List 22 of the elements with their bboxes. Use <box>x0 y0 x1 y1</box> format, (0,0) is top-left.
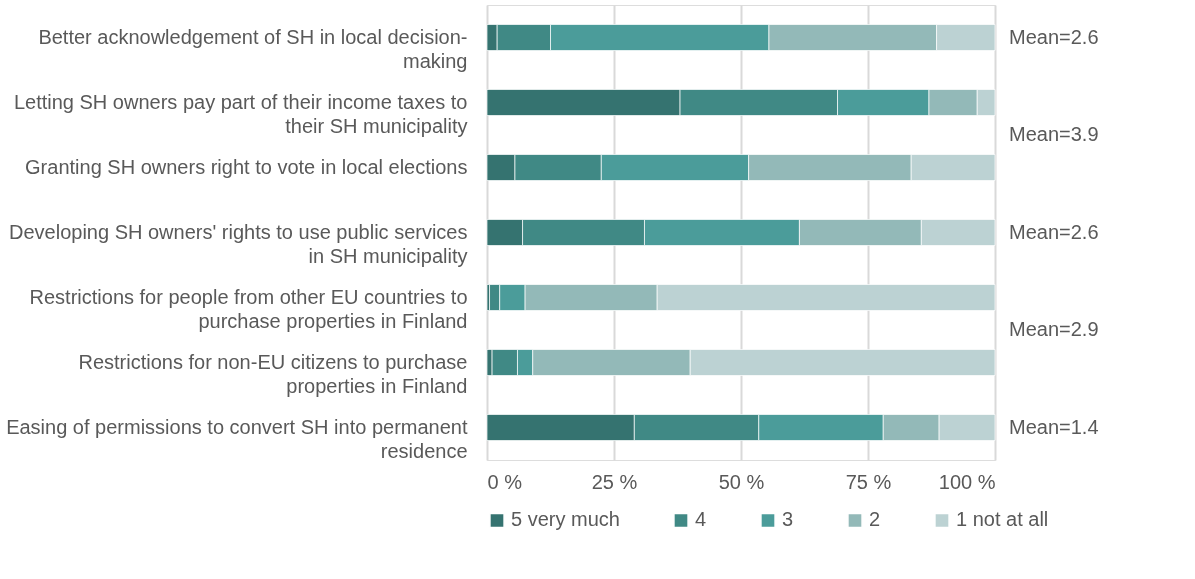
x-tick-label: 0 % <box>487 470 523 493</box>
x-tick-label: 100 % <box>938 470 996 493</box>
y-tick-label: Granting SH owners right to vote in local elections <box>25 156 468 178</box>
y-tick-label: Better acknowledgement of SH in local decision-making <box>38 26 468 72</box>
y-tick-label: Easing of permissions to convert SH into permanent residence <box>6 416 468 462</box>
legend-label: 3 <box>782 508 794 531</box>
legend-label: 5 very much <box>511 508 620 531</box>
y-tick-label: Developing SH owners' rights to use public services in SH municipality <box>9 221 468 267</box>
y-tick-label: Restrictions for non-EU citizens to purchase properties in Finland <box>78 351 468 397</box>
x-tick-label: 75 % <box>845 470 892 493</box>
y-tick-label: Restrictions for people from other EU countries to purchase properties in Finland <box>29 286 468 332</box>
x-tick-label: 50 % <box>718 470 765 493</box>
text: Mean=2.9 <box>1009 318 1099 340</box>
text: Mean=2.6 <box>1009 220 1099 243</box>
x-tick-label: 25 % <box>591 470 638 493</box>
text: Mean=3.9 <box>1009 123 1099 145</box>
legend-label: 1 not at all <box>956 508 1049 531</box>
y-tick-label: Letting SH owners pay part of their income taxes to their SH municipality <box>13 91 468 137</box>
text: Mean=2.6 <box>1009 25 1099 48</box>
legend-label: 2 <box>869 508 881 531</box>
legend-label: 4 <box>695 508 707 531</box>
text: Mean=1.4 <box>1009 415 1099 438</box>
